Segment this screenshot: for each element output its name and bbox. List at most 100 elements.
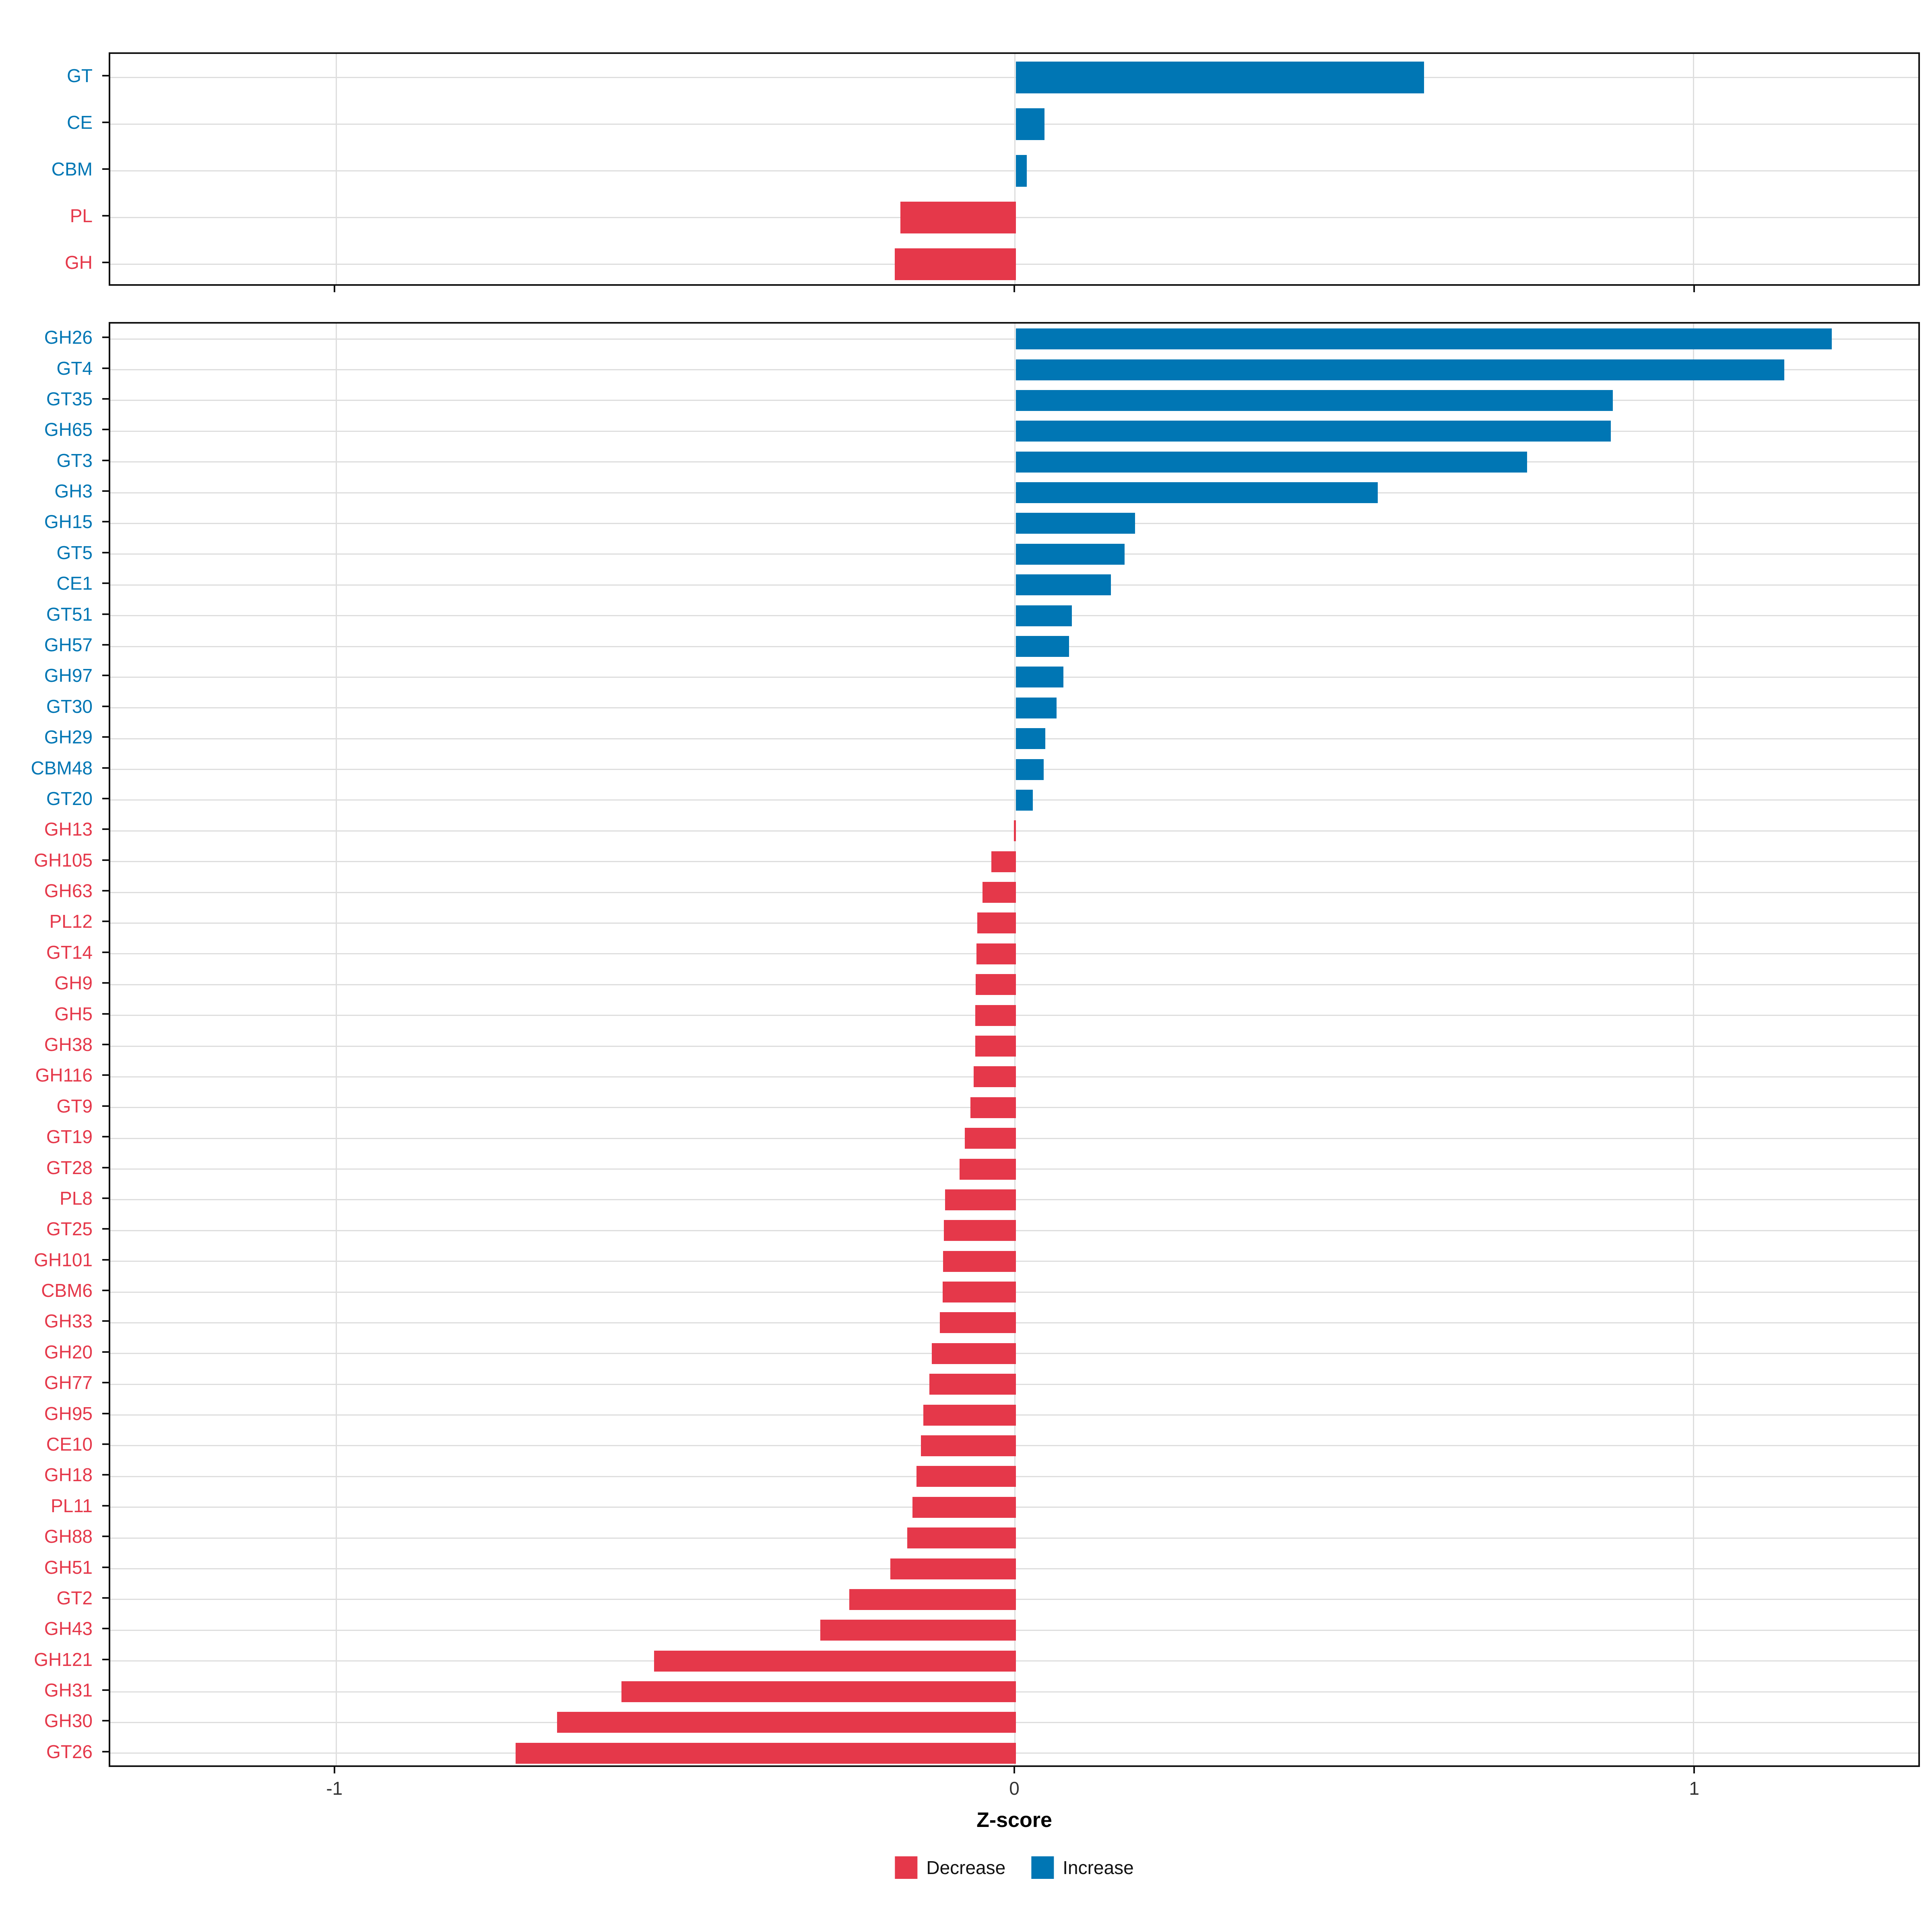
- y-tick: [102, 521, 109, 523]
- horizontal-gridline: [110, 123, 1918, 125]
- y-label-GH33: GH33: [44, 1311, 93, 1332]
- panel-families: [109, 322, 1920, 1767]
- y-label-GH97: GH97: [44, 665, 93, 686]
- bar-GT30: [1016, 697, 1057, 718]
- y-tick: [102, 982, 109, 984]
- y-tick: [102, 705, 109, 707]
- bar-GH20: [931, 1343, 1016, 1364]
- y-tick: [102, 859, 109, 861]
- y-label-GT5: GT5: [56, 542, 93, 563]
- x-axis-title: Z-score: [976, 1808, 1052, 1832]
- y-tick: [102, 1044, 109, 1045]
- x-tick-label: 0: [1009, 1778, 1020, 1799]
- bar-GH9: [976, 974, 1016, 995]
- vertical-gridline: [1014, 54, 1016, 284]
- y-tick: [102, 215, 109, 217]
- y-tick: [102, 1290, 109, 1292]
- x-tick: [1013, 1767, 1015, 1773]
- y-label-GH5: GH5: [54, 1003, 93, 1024]
- bar-PL12: [977, 912, 1016, 934]
- bar-PL: [900, 201, 1016, 233]
- bar-GT51: [1016, 605, 1072, 626]
- y-tick: [102, 459, 109, 461]
- horizontal-gridline: [110, 707, 1918, 709]
- y-tick: [102, 736, 109, 738]
- y-tick: [102, 75, 109, 76]
- bar-GH105: [991, 851, 1016, 872]
- y-tick: [102, 1720, 109, 1722]
- legend-label-decrease: Decrease: [926, 1857, 1006, 1878]
- x-tick: [1013, 286, 1015, 292]
- y-tick: [102, 582, 109, 584]
- bar-GH29: [1016, 728, 1045, 749]
- y-tick: [102, 1259, 109, 1261]
- y-label-GT26: GT26: [46, 1741, 93, 1762]
- y-label-PL12: PL12: [49, 911, 93, 932]
- y-tick: [102, 828, 109, 830]
- horizontal-gridline: [110, 522, 1918, 524]
- bar-GH116: [974, 1066, 1016, 1088]
- y-label-GH30: GH30: [44, 1710, 93, 1732]
- bar-GH: [895, 248, 1016, 280]
- y-label-GT25: GT25: [46, 1218, 93, 1240]
- bar-GH13: [1013, 820, 1016, 842]
- horizontal-gridline: [110, 769, 1918, 770]
- horizontal-gridline: [110, 170, 1918, 171]
- y-tick: [102, 767, 109, 769]
- y-label-GH38: GH38: [44, 1034, 93, 1055]
- horizontal-gridline: [110, 338, 1918, 340]
- y-label-CBM6: CBM6: [41, 1280, 93, 1301]
- y-label-GH121: GH121: [34, 1649, 93, 1670]
- bar-GH18: [916, 1466, 1016, 1487]
- y-tick: [102, 890, 109, 892]
- y-tick: [102, 1228, 109, 1230]
- bar-GT26: [515, 1742, 1016, 1764]
- y-tick: [102, 1658, 109, 1660]
- vertical-gridline: [1693, 324, 1695, 1765]
- y-label-GT2: GT2: [56, 1587, 93, 1608]
- horizontal-gridline: [110, 738, 1918, 739]
- horizontal-gridline: [110, 369, 1918, 371]
- y-label-GH31: GH31: [44, 1680, 93, 1701]
- horizontal-gridline: [110, 646, 1918, 647]
- y-label-GH65: GH65: [44, 419, 93, 440]
- y-tick: [102, 367, 109, 369]
- y-label-GT4: GT4: [56, 357, 93, 379]
- bar-GH97: [1016, 667, 1064, 688]
- y-tick: [102, 1443, 109, 1445]
- bar-GH30: [557, 1712, 1016, 1733]
- x-tick: [1693, 1767, 1695, 1773]
- y-label-CE1: CE1: [56, 573, 93, 594]
- y-label-GH105: GH105: [34, 849, 93, 871]
- y-tick: [102, 951, 109, 953]
- bar-GH77: [929, 1374, 1016, 1395]
- legend-item-decrease: Decrease: [895, 1856, 1005, 1879]
- y-tick: [102, 1689, 109, 1691]
- bar-PL11: [912, 1496, 1016, 1518]
- y-label-GH116: GH116: [35, 1065, 93, 1086]
- horizontal-gridline: [110, 584, 1918, 586]
- bar-GH38: [975, 1036, 1016, 1057]
- y-label-CBM: CBM: [51, 159, 93, 180]
- bar-GT2: [849, 1589, 1016, 1610]
- legend-swatch-increase: [1031, 1856, 1054, 1879]
- y-tick: [102, 1197, 109, 1199]
- y-label-CBM48: CBM48: [31, 757, 93, 778]
- y-tick: [102, 1474, 109, 1476]
- y-tick: [102, 921, 109, 923]
- y-tick: [102, 1412, 109, 1414]
- bar-GH43: [820, 1620, 1016, 1641]
- y-tick: [102, 1628, 109, 1630]
- x-tick: [1693, 286, 1695, 292]
- y-label-GH51: GH51: [44, 1556, 93, 1578]
- bar-GT9: [970, 1097, 1016, 1118]
- bar-GH3: [1016, 482, 1378, 504]
- y-label-GH18: GH18: [44, 1464, 93, 1486]
- y-tick: [102, 1074, 109, 1076]
- y-tick: [102, 675, 109, 677]
- y-label-CE: CE: [67, 112, 93, 133]
- bar-GH65: [1016, 421, 1611, 442]
- y-label-GH63: GH63: [44, 880, 93, 902]
- y-tick: [102, 262, 109, 263]
- legend-swatch-decrease: [895, 1856, 918, 1879]
